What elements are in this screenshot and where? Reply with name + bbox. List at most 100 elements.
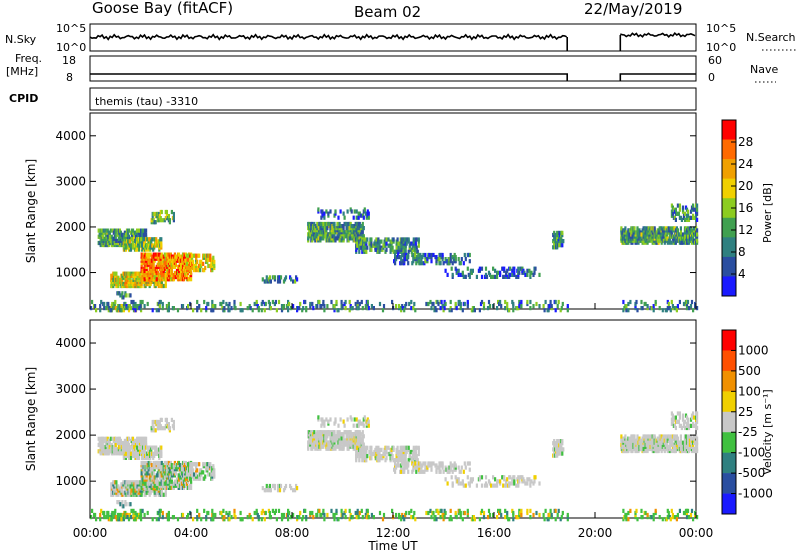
- power-cell: [336, 228, 339, 233]
- velocity-cell: [327, 419, 330, 424]
- power-cell: [480, 299, 484, 305]
- freq-unit-label: [MHz]: [6, 65, 38, 78]
- power-cell: [157, 218, 160, 223]
- velocity-cell: [114, 436, 117, 441]
- power-cell: [671, 304, 674, 309]
- power-cell: [271, 299, 274, 305]
- power-cell: [642, 238, 645, 243]
- power-cell: [622, 299, 625, 305]
- velocity-cell: [168, 426, 171, 431]
- power-cell: [675, 308, 678, 313]
- power-cell: [488, 304, 492, 309]
- power-cell: [326, 304, 329, 309]
- velocity-cell: [451, 481, 454, 486]
- power-cell: [322, 221, 325, 227]
- power-cell: [207, 263, 210, 269]
- velocity-cell: [117, 445, 120, 450]
- power-cell: [164, 256, 167, 261]
- power-cell: [529, 299, 532, 305]
- power-cell: [440, 299, 443, 305]
- power-cell: [387, 237, 390, 242]
- velocity-cell: [562, 447, 565, 452]
- velocity-cell: [355, 417, 358, 422]
- power-cell: [404, 257, 407, 262]
- power-cell: [509, 266, 512, 271]
- power-cell: [348, 299, 351, 305]
- power-cell: [683, 211, 687, 216]
- velocity-cell: [333, 430, 336, 435]
- power-cell: [687, 306, 691, 311]
- power-cell: [99, 308, 102, 313]
- velocity-cell: [484, 475, 488, 480]
- power-cell: [554, 299, 557, 305]
- velocity-cell: [424, 467, 427, 472]
- velocity-cell: [143, 485, 146, 490]
- power-cell: [556, 304, 559, 309]
- velocity-cell: [538, 481, 541, 486]
- power-cell: [685, 306, 689, 311]
- power-cell: [444, 268, 447, 273]
- power-cell: [366, 245, 369, 250]
- power-cell: [442, 261, 445, 266]
- power-cell: [408, 301, 411, 307]
- velocity-cell: [316, 440, 319, 445]
- power-cell: [284, 275, 288, 280]
- power-cell: [228, 301, 231, 307]
- velocity-cell: [451, 469, 454, 474]
- velocity-cell: [336, 430, 339, 435]
- velocity-cell: [415, 445, 418, 450]
- power-cell: [246, 306, 249, 311]
- power-cell: [312, 306, 315, 311]
- power-cell: [370, 304, 373, 309]
- velocity-cell: [366, 445, 369, 450]
- power-cell: [128, 239, 132, 244]
- velocity-cell: [518, 479, 521, 484]
- velocity-cell: [394, 461, 397, 466]
- velocity-cell: [417, 451, 420, 457]
- power-cell: [669, 226, 672, 231]
- velocity-cell: [450, 475, 453, 480]
- power-cell: [324, 234, 327, 239]
- velocity-cell: [524, 481, 527, 486]
- velocity-cell: [559, 441, 562, 446]
- power-cell: [159, 218, 162, 223]
- power-cell: [161, 306, 164, 311]
- velocity-cell: [480, 475, 484, 480]
- velocity-cell: [190, 479, 193, 484]
- power-cell: [261, 299, 264, 305]
- power-cell: [443, 306, 446, 311]
- power-cell: [288, 301, 291, 307]
- velocity-cell: [213, 468, 216, 473]
- power-cell: [323, 304, 326, 309]
- power-cell: [529, 306, 532, 311]
- power-cell: [449, 299, 452, 305]
- velocity-cell: [405, 449, 408, 455]
- power-cell: [468, 252, 471, 258]
- power-cell: [343, 230, 346, 235]
- power-cell: [114, 271, 117, 276]
- power-cell: [344, 306, 347, 311]
- power-cell: [114, 238, 117, 243]
- velocity-cell: [129, 515, 133, 520]
- power-cell: [681, 205, 685, 210]
- power-cell: [338, 224, 341, 229]
- power-cell: [496, 306, 499, 311]
- velocity-cell: [478, 475, 481, 480]
- velocity-cell: [367, 423, 370, 428]
- power-cell: [395, 304, 398, 309]
- power-cell: [179, 277, 183, 282]
- velocity-cell: [412, 467, 415, 472]
- velocity-cell: [468, 467, 471, 472]
- power-cell: [486, 306, 490, 311]
- power-cell: [422, 252, 425, 258]
- power-cell: [131, 228, 135, 233]
- power-cell: [402, 239, 405, 244]
- power-cell: [321, 209, 324, 214]
- power-cell: [365, 249, 368, 254]
- power-cell: [554, 232, 557, 238]
- power-colorbar-swatch: [722, 198, 736, 219]
- power-cell: [127, 234, 131, 239]
- velocity-cell: [417, 445, 420, 450]
- power-cell: [287, 308, 290, 313]
- velocity-cell: [415, 469, 418, 474]
